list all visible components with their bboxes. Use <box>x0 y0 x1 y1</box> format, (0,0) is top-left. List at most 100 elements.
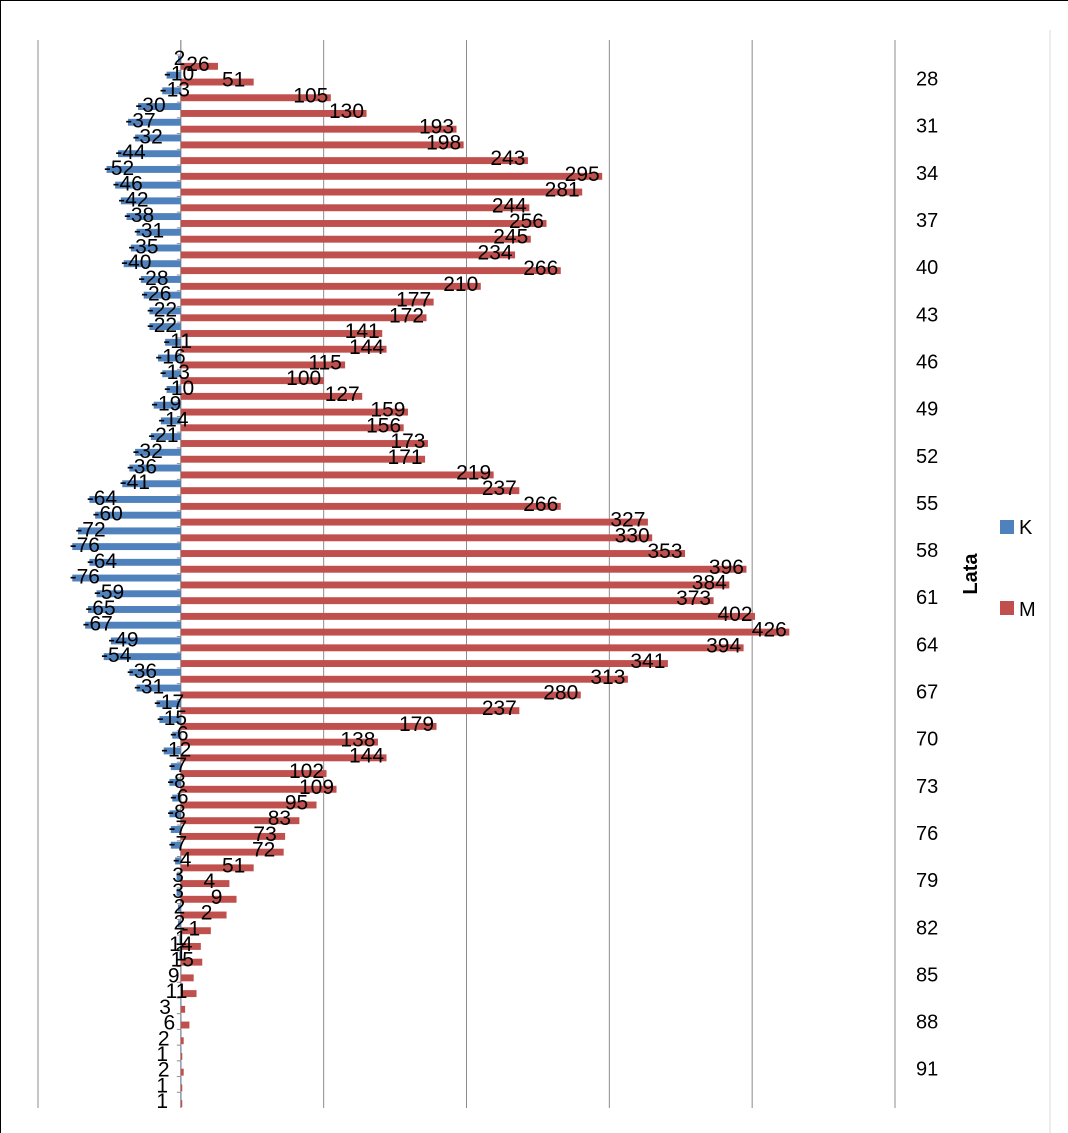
data-label-m: 244 <box>492 194 527 217</box>
bar-m <box>180 377 324 385</box>
bar-m <box>180 251 516 259</box>
data-label-m: 384 <box>692 572 727 595</box>
bar-m <box>180 534 653 542</box>
data-label-k: -13 <box>160 78 190 101</box>
bar-m <box>180 471 494 479</box>
bar-k <box>176 888 181 896</box>
bar-m <box>180 990 197 998</box>
bar-m <box>180 974 194 982</box>
data-label-m: -1 <box>181 917 200 940</box>
data-label-k: -60 <box>92 503 122 526</box>
data-label-k: 1 <box>175 943 187 966</box>
data-label-m: 245 <box>493 226 528 249</box>
bar-k <box>177 904 181 912</box>
data-label-m: 1 <box>156 1090 168 1113</box>
bar-m <box>180 675 628 683</box>
data-label-m: 11 <box>166 980 188 1003</box>
bar-m <box>180 188 583 196</box>
category-tick-label: 70 <box>916 729 938 751</box>
data-label-k: -46 <box>112 173 142 196</box>
data-label-k: -64 <box>87 487 118 510</box>
bar-m <box>180 125 457 133</box>
data-label-m: 130 <box>329 100 364 123</box>
data-label-m: 100 <box>286 367 321 390</box>
bar-m <box>180 785 337 793</box>
bar-m <box>180 1037 184 1045</box>
data-label-k: -10 <box>164 377 194 400</box>
bar-m <box>180 565 747 573</box>
data-label-k: -37 <box>125 110 155 133</box>
data-label-m: 266 <box>523 257 558 280</box>
bar-k <box>162 87 181 95</box>
data-label-m: 3 <box>159 996 171 1019</box>
category-tick-label: 31 <box>916 116 938 138</box>
data-label-k: -7 <box>168 754 187 777</box>
data-label-m: 313 <box>590 666 625 689</box>
bar-m <box>180 817 300 825</box>
data-label-k: 1 <box>175 927 187 950</box>
data-label-k: -52 <box>104 157 134 180</box>
bar-k <box>129 668 181 676</box>
bar-m <box>180 267 561 275</box>
category-tick-label: 85 <box>916 964 938 986</box>
data-label-k: -35 <box>128 235 158 258</box>
legend: K M <box>1000 517 1036 621</box>
data-label-m: 15 <box>171 949 194 972</box>
bar-m <box>180 157 528 165</box>
data-label-m: 198 <box>426 131 461 154</box>
data-label-m: 51 <box>222 69 245 92</box>
bar-k <box>177 55 181 63</box>
bar-m <box>180 110 367 117</box>
bar-m <box>180 644 744 652</box>
bar-m <box>180 628 790 636</box>
bar-k <box>106 165 181 173</box>
bar-k <box>177 920 181 928</box>
data-label-m: 6 <box>164 1012 176 1035</box>
bar-k <box>126 213 181 221</box>
bar-k <box>163 747 181 755</box>
data-label-k: -32 <box>132 125 162 148</box>
data-label-m: 280 <box>543 682 578 705</box>
data-label-m: 237 <box>482 477 517 500</box>
bar-m <box>180 1068 184 1076</box>
bar-k <box>117 150 181 158</box>
bar-k <box>89 558 181 566</box>
bar-m <box>180 911 227 919</box>
bar-m <box>180 78 254 86</box>
data-label-m: 295 <box>565 163 600 186</box>
category-tick-label: 61 <box>916 587 938 609</box>
bar-m <box>180 660 668 667</box>
data-label-m: 141 <box>345 320 380 343</box>
data-label-m: 353 <box>648 540 683 563</box>
bar-k <box>122 480 181 488</box>
legend-label-k: K <box>1019 517 1033 539</box>
category-tick-label: 67 <box>916 682 938 704</box>
bar-m <box>180 958 203 966</box>
category-tick-label: 34 <box>916 163 938 185</box>
bar-k <box>127 118 181 126</box>
data-label-k: -4 <box>173 848 192 871</box>
data-label-m: 394 <box>706 634 741 657</box>
bar-k <box>136 684 181 692</box>
bar-k <box>180 967 182 975</box>
data-labels: 2 26-10 51-13 105-30 130-37 193-32 198-44 243-5… <box>70 47 787 1113</box>
legend-swatch-m <box>1000 601 1014 615</box>
bar-m <box>180 518 648 526</box>
data-label-k: -15 <box>157 707 187 730</box>
bar-k <box>169 778 181 786</box>
bar-m <box>180 864 254 872</box>
category-tick-label: 64 <box>916 634 938 656</box>
data-label-m: 179 <box>399 713 434 736</box>
bar-m <box>180 707 520 715</box>
category-tick-label: 28 <box>916 69 938 91</box>
legend-swatch-k <box>1000 520 1014 534</box>
data-label-k: -11 <box>163 330 192 353</box>
data-label-m: 1 <box>156 1074 168 1097</box>
bar-m <box>180 581 730 589</box>
data-label-k: 3 <box>172 864 184 887</box>
data-label-k: -26 <box>141 283 171 306</box>
bar-k <box>77 527 181 535</box>
data-label-k: -12 <box>161 738 191 761</box>
category-tick-labels: 28 31 34 37 40 43 46 49 52 55 58 61 64 67 70 73 76 79 82 85… <box>916 69 938 1081</box>
bar-m <box>180 204 530 212</box>
